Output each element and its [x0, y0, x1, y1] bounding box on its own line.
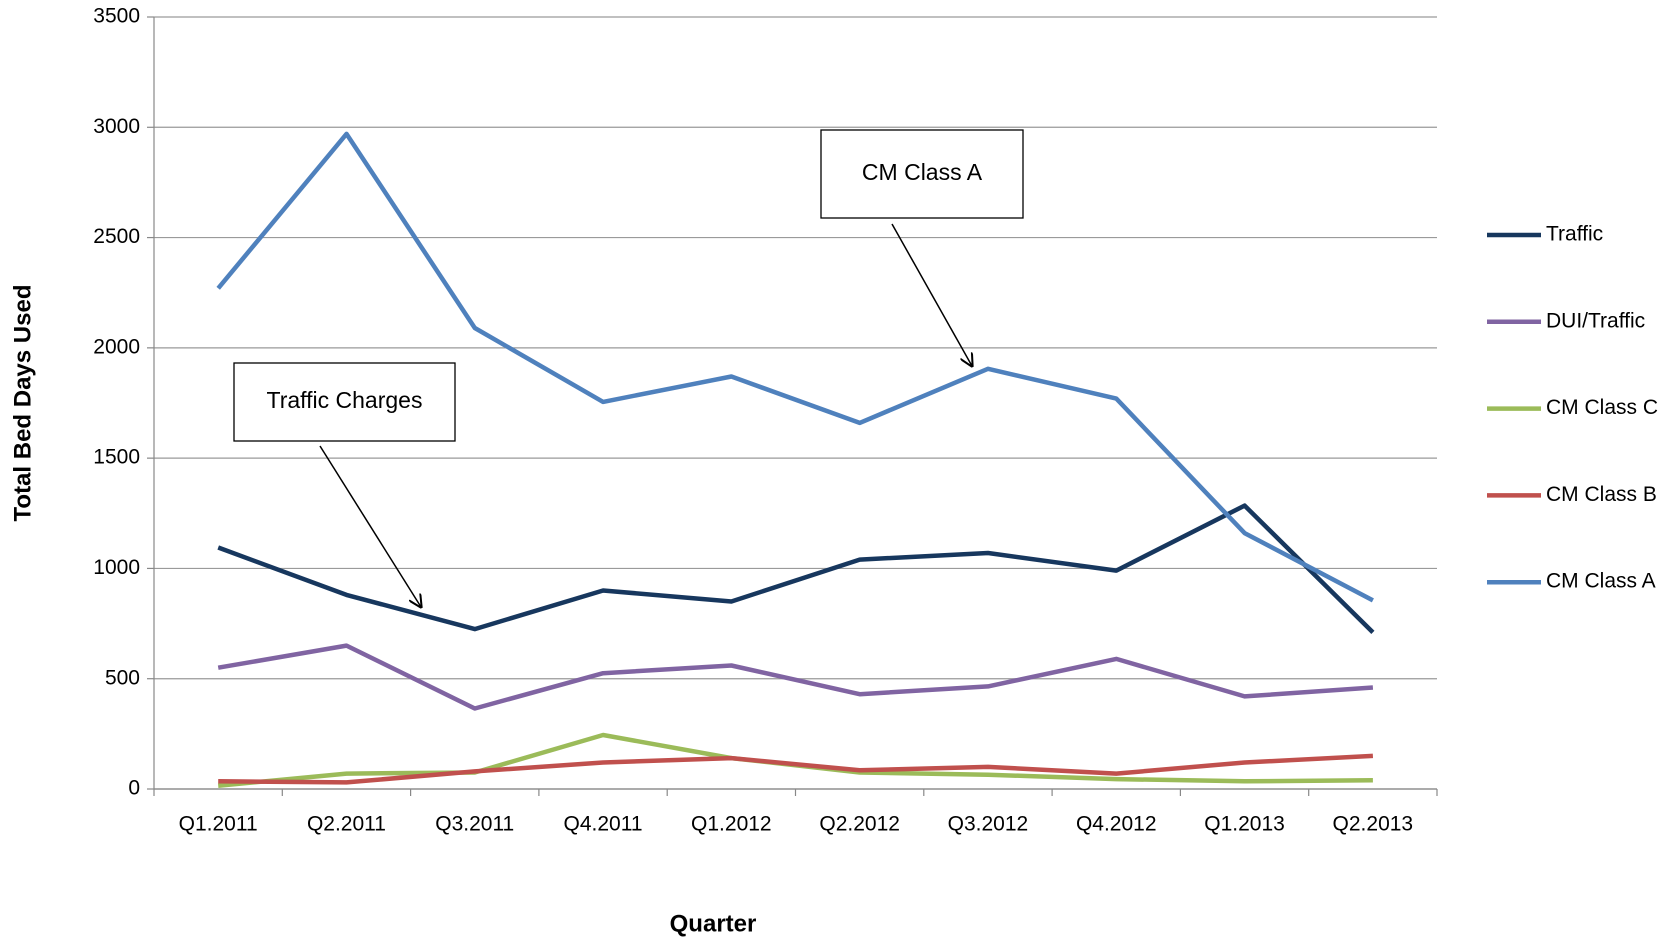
x-tick-label: Q4.2011	[564, 813, 643, 836]
x-tick-label: Q3.2012	[948, 813, 1029, 836]
annotation-box	[233, 362, 456, 442]
annotation-arrow	[319, 445, 421, 607]
x-tick-label: Q1.2011	[179, 813, 258, 836]
series-line	[217, 643, 1374, 711]
x-tick-label: Q2.2012	[819, 813, 900, 836]
x-tick-label: Q4.2012	[1076, 813, 1157, 836]
annotation-text: CM Class A	[862, 159, 983, 185]
series-line	[217, 503, 1375, 635]
series-line	[216, 131, 1374, 603]
y-tick-label: 2000	[93, 335, 140, 358]
y-tick-label: 0	[128, 777, 140, 800]
legend-label: DUI/Traffic	[1546, 309, 1645, 332]
x-tick-label: Q3.2011	[435, 813, 514, 836]
x-axis-title: Quarter	[670, 910, 757, 937]
x-tick-label: Q2.2011	[307, 813, 386, 836]
y-tick-label: 3500	[93, 5, 140, 28]
x-tick-label: Q1.2013	[1204, 813, 1285, 836]
legend-label: CM Class A	[1546, 570, 1656, 593]
annotation-text: Traffic Charges	[267, 387, 423, 413]
y-tick-label: 2500	[93, 225, 140, 248]
x-tick-label: Q1.2012	[691, 813, 772, 836]
y-tick-label: 500	[105, 666, 140, 689]
y-tick-label: 1000	[93, 556, 140, 579]
legend-label: CM Class B	[1546, 483, 1657, 506]
y-tick-label: 1500	[93, 446, 140, 469]
legend-label: Traffic	[1546, 223, 1603, 246]
legend-label: CM Class C	[1546, 396, 1658, 419]
series-line	[218, 753, 1374, 785]
annotation-arrow	[891, 223, 972, 366]
y-tick-label: 3000	[93, 115, 140, 138]
annotation-box	[820, 129, 1024, 219]
x-tick-label: Q2.2013	[1333, 813, 1414, 836]
y-axis-title: Total Bed Days Used	[9, 285, 36, 522]
